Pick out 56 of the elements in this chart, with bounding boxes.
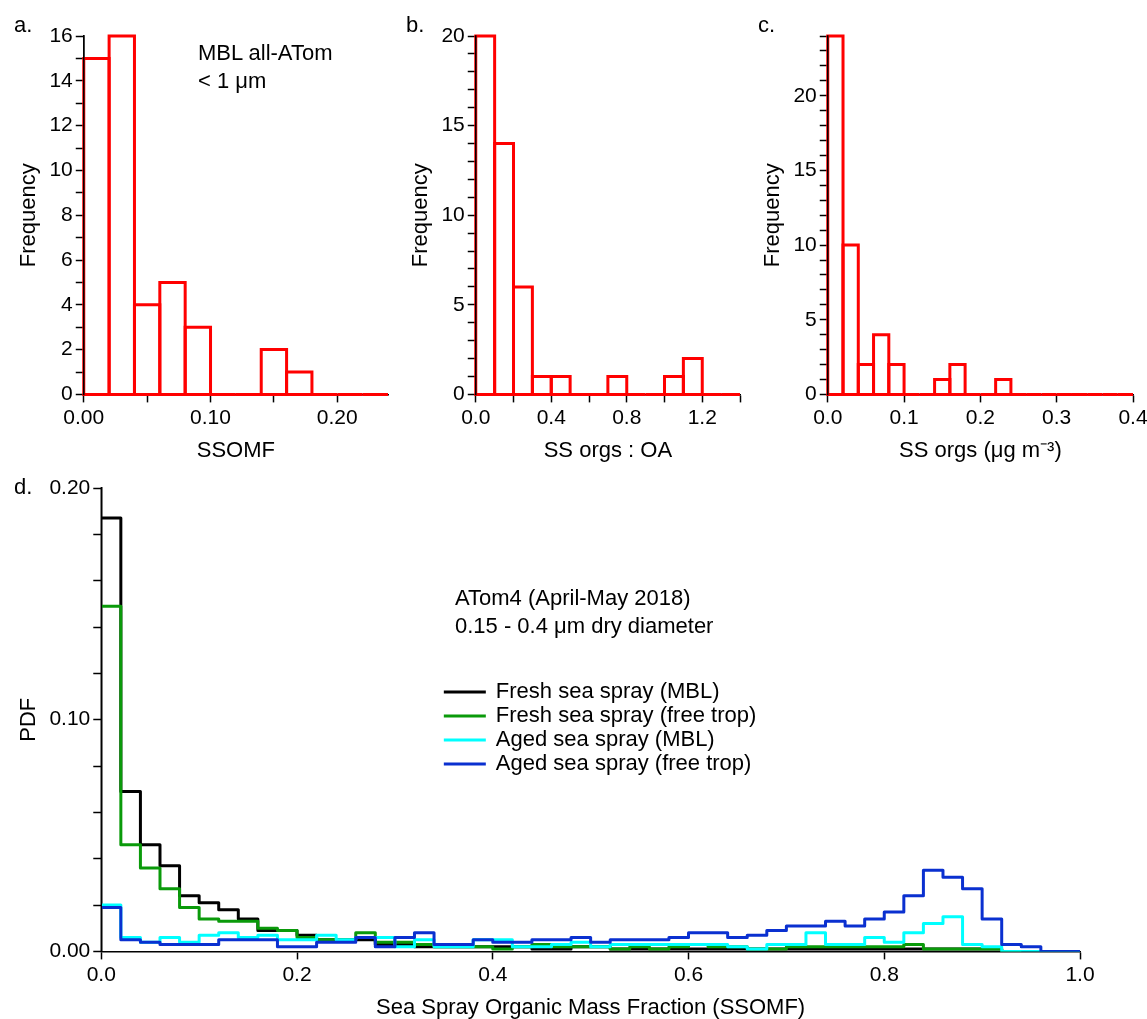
y-tick-label: 2 xyxy=(61,336,73,360)
y-tick-label: 10 xyxy=(441,202,465,225)
y-tick-label: 0.10 xyxy=(49,706,91,730)
x-tick-label: 0.6 xyxy=(673,961,704,985)
y-tick-label: 0 xyxy=(805,381,817,405)
x-tick-label: 0.10 xyxy=(190,404,231,428)
y-tick-label: 14 xyxy=(49,67,74,91)
y-tick-label: 4 xyxy=(61,291,74,315)
x-tick-label: 0.8 xyxy=(612,404,642,428)
y-axis-title: PDF xyxy=(15,697,41,742)
x-tick-label: 0.0 xyxy=(461,404,491,428)
x-tick-label: 1.0 xyxy=(1065,961,1095,985)
y-tick-label: 16 xyxy=(49,22,73,46)
legend-label: Fresh sea spray (MBL) xyxy=(495,677,720,703)
annotation: < 1 μm xyxy=(198,68,267,94)
x-tick-label: 0.2 xyxy=(282,961,312,985)
y-tick-label: 20 xyxy=(793,82,817,106)
x-axis-title: Sea Spray Organic Mass Fraction (SSOMF) xyxy=(376,993,806,1019)
y-tick-label: 5 xyxy=(805,306,817,330)
y-tick-label: 0.00 xyxy=(49,938,91,962)
y-tick-label: 5 xyxy=(453,291,465,315)
x-tick-label: 0.1 xyxy=(889,404,919,428)
x-tick-label: 0.8 xyxy=(869,961,899,985)
text: c. xyxy=(758,12,776,38)
y-tick-label: 15 xyxy=(793,157,817,181)
text: d. xyxy=(14,474,33,500)
x-tick-label: 1.2 xyxy=(687,404,717,428)
text: a. xyxy=(14,12,33,38)
annotation: 0.15 - 0.4 μm dry diameter xyxy=(455,613,714,639)
x-tick-label: 0.2 xyxy=(965,404,995,428)
x-tick-label: 0.4 xyxy=(1118,404,1147,428)
x-tick-label: 0.4 xyxy=(536,404,567,428)
y-tick-label: 20 xyxy=(441,22,465,46)
x-axis-title: SS orgs (μg m⁻³) xyxy=(899,436,1062,462)
x-axis-title: SSOMF xyxy=(196,436,275,462)
y-tick-label: 0 xyxy=(61,381,73,405)
y-axis-title: Frequency xyxy=(407,163,433,268)
annotation: MBL all-ATom xyxy=(198,40,333,66)
y-tick-label: 10 xyxy=(793,231,817,255)
y-tick-label: 8 xyxy=(61,202,73,225)
x-tick-label: 0.0 xyxy=(86,961,116,985)
y-tick-label: 0.20 xyxy=(49,474,91,498)
x-axis-title: SS orgs : OA xyxy=(543,436,673,462)
x-tick-label: 0.0 xyxy=(813,404,843,428)
annotation: ATom4 (April-May 2018) xyxy=(455,585,691,611)
y-axis-title: Frequency xyxy=(759,163,785,268)
x-tick-label: 0.20 xyxy=(316,404,358,428)
x-tick-label: 0.3 xyxy=(1042,404,1072,428)
text: b. xyxy=(406,12,425,38)
y-tick-label: 10 xyxy=(49,157,73,181)
y-tick-label: 12 xyxy=(49,112,73,136)
y-tick-label: 0 xyxy=(453,381,465,405)
x-tick-label: 0.4 xyxy=(478,961,508,985)
y-axis-title: Frequency xyxy=(15,163,41,268)
y-tick-label: 15 xyxy=(441,112,465,136)
y-tick-label: 6 xyxy=(61,246,73,270)
